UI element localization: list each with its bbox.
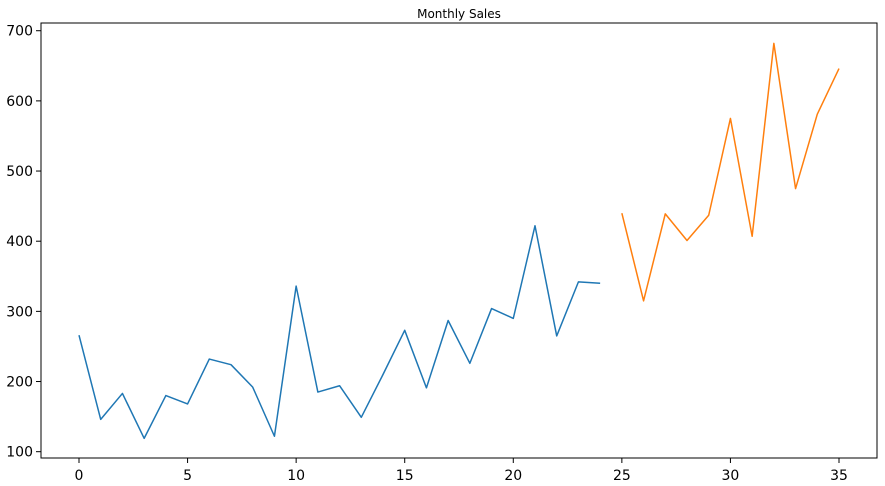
y-tick-label: 100 [6, 445, 33, 461]
x-tick-label: 0 [75, 468, 84, 484]
x-axis: 0 5 10 15 20 25 30 35 [75, 458, 848, 484]
y-tick-label: 300 [6, 304, 33, 320]
plot-frame [40, 22, 878, 459]
x-tick-label: 10 [287, 468, 305, 484]
x-tick-label: 20 [504, 468, 522, 484]
series-lines [78, 42, 840, 440]
y-tick-label: 700 [6, 24, 33, 40]
series-1-line [78, 225, 601, 440]
x-tick-label: 15 [396, 468, 414, 484]
x-tick-label: 35 [830, 468, 848, 484]
y-axis: 100 200 300 400 500 600 700 [6, 24, 41, 461]
x-tick-label: 25 [613, 468, 631, 484]
x-tick-label: 5 [183, 468, 192, 484]
x-tick-label: 30 [722, 468, 740, 484]
chart-title: Monthly Sales [417, 7, 501, 21]
y-tick-label: 400 [6, 234, 33, 250]
series-2-line [621, 42, 840, 302]
y-tick-label: 600 [6, 94, 33, 110]
y-tick-label: 500 [6, 164, 33, 180]
y-tick-label: 200 [6, 375, 33, 391]
